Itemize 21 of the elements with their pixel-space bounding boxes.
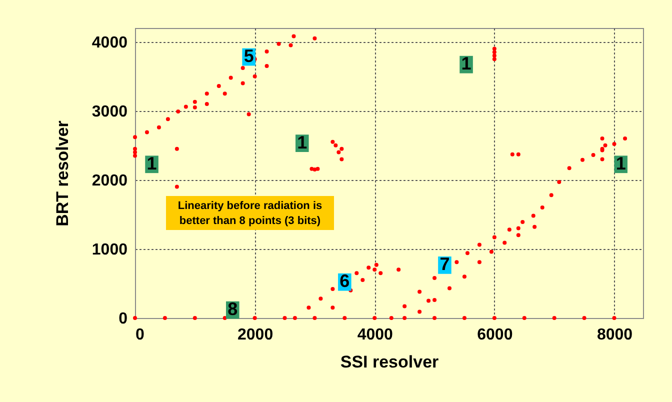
x-tick-label: 0 [136, 326, 144, 344]
annotation: 1 [297, 132, 308, 152]
x-axis-title: SSI resolver [340, 352, 440, 372]
y-tick-label: 2000 [92, 172, 128, 190]
annotation: 6 [340, 271, 350, 292]
annotation: 5 [244, 46, 254, 66]
y-tick-label: 4000 [92, 34, 128, 52]
annotation: 1 [616, 153, 626, 174]
y-tick-label: 3000 [92, 103, 128, 120]
annotation: 7 [440, 254, 450, 274]
x-tick-label: 2000 [238, 326, 274, 344]
y-tick-label: 1000 [92, 241, 128, 258]
annotation: 1 [146, 153, 157, 174]
annotation: 1 [461, 54, 472, 74]
x-tick-label: 8000 [596, 326, 633, 344]
y-tick-label: 0 [118, 310, 128, 328]
annotation: 8 [228, 299, 238, 320]
x-tick-label: 4000 [357, 326, 394, 344]
x-tick-label: 6000 [477, 326, 513, 344]
annotation: Linearity before radiation is better than 8 points (3 bits) [178, 200, 322, 227]
y-axis-title: BRT resolver [52, 120, 72, 226]
